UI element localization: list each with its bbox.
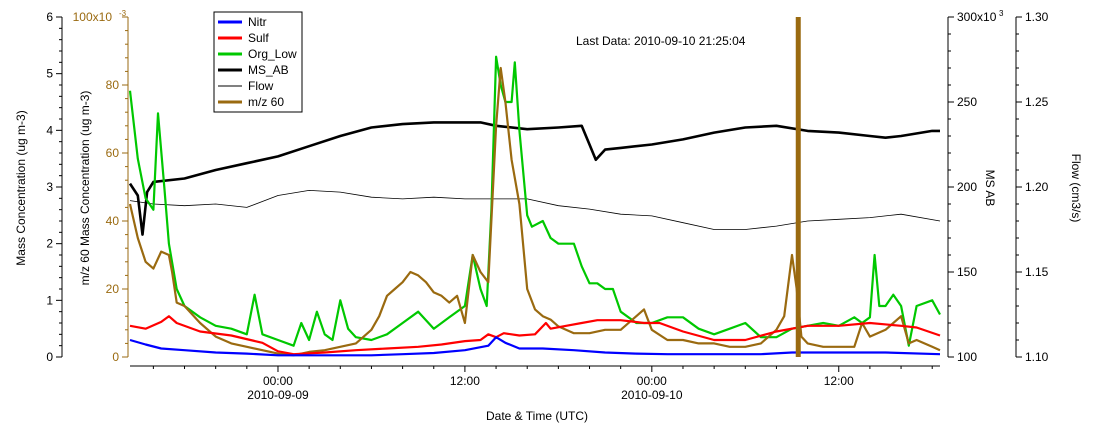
y-tick-exponent-mz60: -3 (119, 9, 127, 18)
y-tick-label-msab: 300x10 (957, 10, 997, 24)
y-tick-label-flow: 1.25 (1025, 95, 1049, 109)
legend-label: Org_Low (248, 47, 297, 61)
y-tick-label-mz60: 100x10 (73, 10, 113, 24)
legend-label: Flow (248, 79, 274, 93)
y-tick-label-mz60: 60 (106, 146, 120, 160)
y-tick-label-msab: 200 (957, 180, 977, 194)
y-tick-label-flow: 1.15 (1025, 265, 1049, 279)
x-tick-label: 00:00 (263, 374, 293, 388)
legend-label: Sulf (248, 31, 269, 45)
y-tick-exponent-msab: 3 (999, 9, 1004, 18)
x-axis-title: Date & Time (UTC) (486, 409, 588, 423)
y-tick-label-mz60: 40 (106, 214, 120, 228)
x-tick-date-label: 2010-09-10 (621, 388, 683, 402)
y-axis-msab-title: MS AB (983, 170, 997, 207)
y-tick-label-mass: 5 (46, 67, 53, 81)
y-tick-label-mass: 3 (46, 180, 53, 194)
y-tick-label-flow: 1.20 (1025, 180, 1049, 194)
y-tick-label-mz60: 80 (106, 78, 120, 92)
legend-label: Nitr (248, 15, 267, 29)
y-tick-label-flow: 1.10 (1025, 350, 1049, 364)
x-tick-date-label: 2010-09-09 (247, 388, 309, 402)
y-tick-label-mz60: 20 (106, 282, 120, 296)
marker-layer (795, 17, 801, 357)
y-tick-label-msab: 100 (957, 350, 977, 364)
legend-box (213, 11, 303, 113)
legend: Nitr Sulf Org_Low MS_AB Flow m/z 60 (213, 11, 303, 113)
x-tick-label: 12:00 (450, 374, 480, 388)
legend-label: MS_AB (248, 63, 289, 77)
y-tick-label-mass: 0 (46, 350, 53, 364)
y-tick-label-mass: 2 (46, 237, 53, 251)
y-tick-label-mz60: 0 (112, 350, 119, 364)
series-nitr (129, 336, 941, 357)
last-data-annotation: Last Data: 2010-09-10 21:25:04 (576, 34, 746, 48)
last-data-marker (795, 17, 801, 357)
y-tick-label-mass: 4 (46, 123, 53, 137)
x-tick-label: 12:00 (824, 374, 854, 388)
y-tick-label-mass: 6 (46, 10, 53, 24)
y-axis-flow-title: Flow (cm3/s) (1069, 154, 1083, 223)
series-ms-ab (128, 121, 940, 236)
legend-label: m/z 60 (248, 95, 284, 109)
series-sulf (129, 315, 941, 356)
y-tick-label-mass: 1 (46, 293, 53, 307)
y-axis-mz60-title: m/z 60 Mass Concentration (ug m-3) (78, 91, 92, 286)
series-org-low (128, 55, 941, 347)
y-tick-label-msab: 150 (957, 265, 977, 279)
series-flow (129, 189, 941, 230)
y-tick-label-flow: 1.30 (1025, 10, 1049, 24)
y-tick-label-msab: 250 (957, 95, 977, 109)
x-tick-label: 00:00 (637, 374, 667, 388)
y-axis-left-title: Mass Concentration (ug m-3) (14, 110, 28, 265)
